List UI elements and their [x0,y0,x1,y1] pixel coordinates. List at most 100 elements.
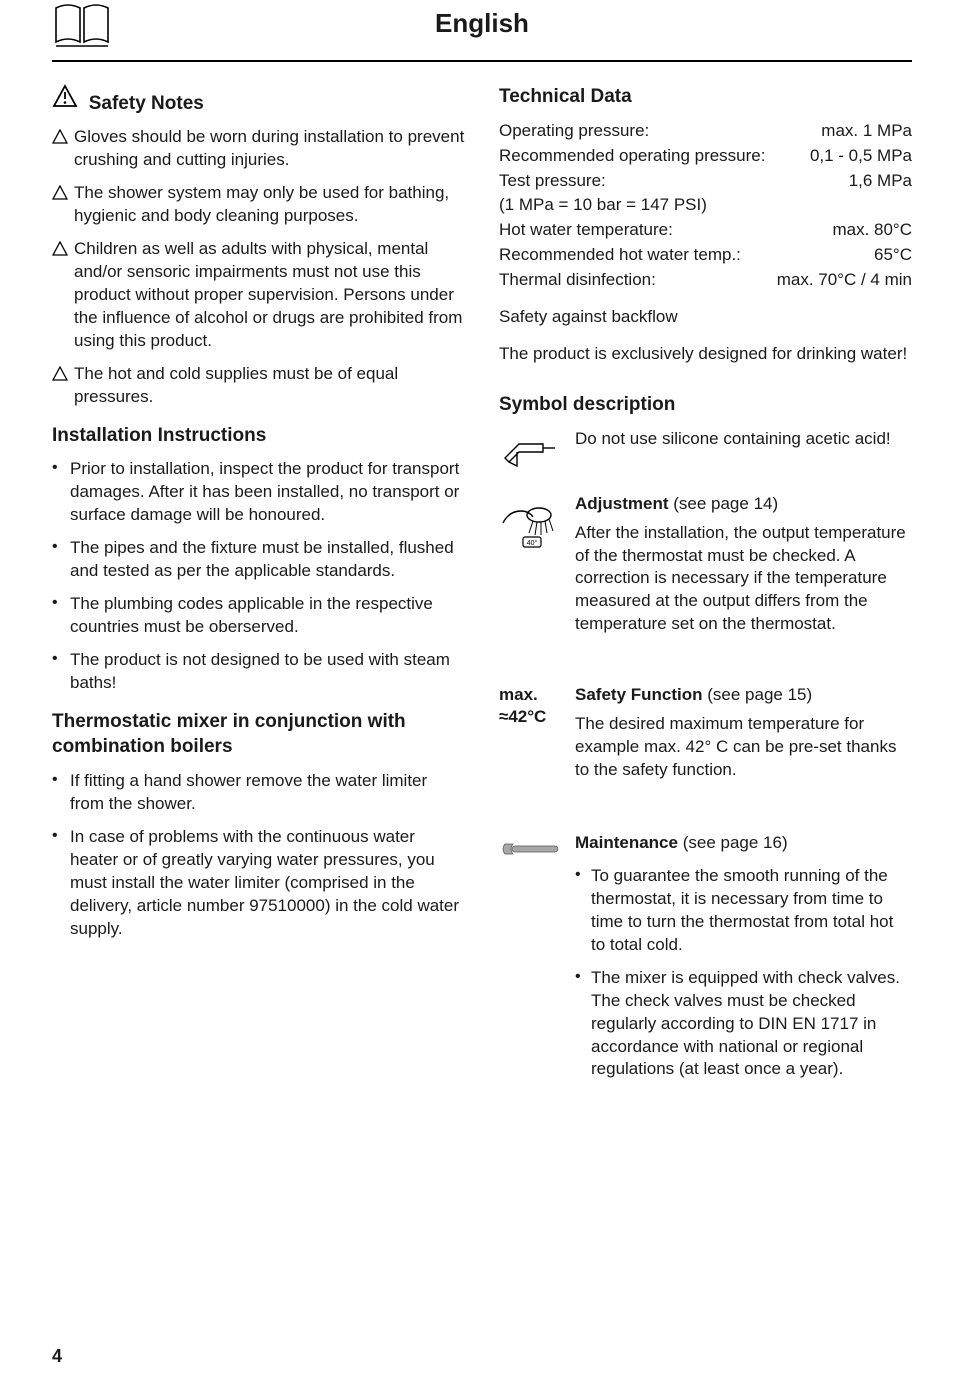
safety-note-item: The hot and cold supplies must be of equ… [52,363,465,409]
tech-row: Recommended hot water temp.: 65°C [499,244,912,267]
safety-function-block: max. ≈42°C Safety Function (see page 15)… [499,684,912,782]
tech-value: 1,6 MPa [839,170,912,193]
list-item-text: To guarantee the smooth running of the t… [591,865,912,957]
right-column: Technical Data Operating pressure: max. … [499,84,912,1091]
list-item: •The plumbing codes applicable in the re… [52,593,465,639]
warning-triangle-small-icon [52,184,74,228]
tech-conversion-note: (1 MPa = 10 bar = 147 PSI) [499,194,912,217]
tech-label: Operating pressure: [499,120,649,143]
shower-hand-icon: 40° [499,493,575,637]
installation-instructions-heading: Installation Instructions [52,423,465,449]
safety-note-item: The shower system may only be used for b… [52,182,465,228]
drinking-water-note: The product is exclusively designed for … [499,343,912,366]
book-icon [52,2,112,55]
list-item-text: The pipes and the fixture must be instal… [70,537,465,583]
maintenance-body: Maintenance (see page 16) •To guarantee … [575,832,912,1091]
maintenance-page-ref: (see page 16) [683,833,788,852]
maintenance-list: •To guarantee the smooth running of the … [575,865,912,1081]
tech-row: Thermal disinfection: max. 70°C / 4 min [499,269,912,292]
adjustment-title: Adjustment [575,494,669,513]
technical-data-heading: Technical Data [499,84,912,110]
tech-value: max. 1 MPa [811,120,912,143]
list-item: •The mixer is equipped with check valves… [575,967,912,1082]
list-item-text: The plumbing codes applicable in the res… [70,593,465,639]
symbol-silicone-body: Do not use silicone containing acetic ac… [575,428,912,481]
safety-notes-heading-row: Safety Notes [52,84,465,116]
tech-label: Recommended hot water temp.: [499,244,741,267]
maintenance-title: Maintenance [575,833,678,852]
safety-note-text: The hot and cold supplies must be of equ… [74,363,465,409]
max-temp-label: max. ≈42°C [499,684,575,782]
adjustment-body: Adjustment (see page 14) After the insta… [575,493,912,637]
safety-note-text: Children as well as adults with physical… [74,238,465,353]
list-item-text: The product is not designed to be used w… [70,649,465,695]
maintenance-block: Maintenance (see page 16) •To guarantee … [499,832,912,1091]
left-column: Safety Notes Gloves should be worn durin… [52,84,465,1091]
installation-list: •Prior to installation, inspect the prod… [52,458,465,694]
safety-function-text: The desired maximum temperature for exam… [575,713,912,782]
safety-note-item: Children as well as adults with physical… [52,238,465,353]
max-label-line2: ≈42°C [499,706,575,728]
tech-row: Recommended operating pressure: 0,1 - 0,… [499,145,912,168]
tech-value: 65°C [864,244,912,267]
warning-triangle-small-icon [52,240,74,353]
list-item: •The pipes and the fixture must be insta… [52,537,465,583]
technical-data-table: Operating pressure: max. 1 MPa Recommend… [499,120,912,293]
backflow-note: Safety against backflow [499,306,912,329]
page-header: English [52,0,912,62]
list-item: •To guarantee the smooth running of the … [575,865,912,957]
safety-function-body: Safety Function (see page 15) The desire… [575,684,912,782]
list-item-text: The mixer is equipped with check valves.… [591,967,912,1082]
symbol-description-heading: Symbol description [499,392,912,418]
bullet-icon: • [52,593,70,639]
safety-note-text: Gloves should be worn during installatio… [74,126,465,172]
list-item-text: Prior to installation, inspect the produ… [70,458,465,527]
safety-function-title: Safety Function [575,685,703,704]
warning-triangle-small-icon [52,365,74,409]
bullet-icon: • [52,649,70,695]
tech-label: Hot water temperature: [499,219,673,242]
content-columns: Safety Notes Gloves should be worn durin… [52,84,912,1091]
adjustment-block: 40° Adjustment (see page 14) After the i… [499,493,912,637]
safety-notes-heading: Safety Notes [89,93,204,114]
page-title: English [435,6,529,41]
wrench-icon [499,832,575,1091]
tech-row: Test pressure: 1,6 MPa [499,170,912,193]
thermostatic-list: •If fitting a hand shower remove the wat… [52,770,465,941]
list-item-text: In case of problems with the continuous … [70,826,465,941]
safety-note-item: Gloves should be worn during installatio… [52,126,465,172]
tech-value: max. 80°C [822,219,912,242]
symbol-silicone-text: Do not use silicone containing acetic ac… [575,428,912,451]
tech-label: Recommended operating pressure: [499,145,765,168]
list-item-text: If fitting a hand shower remove the wate… [70,770,465,816]
tech-value: max. 70°C / 4 min [767,269,912,292]
list-item: •In case of problems with the continuous… [52,826,465,941]
tech-label: Test pressure: [499,170,606,193]
tech-value: 0,1 - 0,5 MPa [800,145,912,168]
maintenance-heading-row: Maintenance (see page 16) [575,832,912,855]
adjustment-page-ref: (see page 14) [673,494,778,513]
tech-row: Hot water temperature: max. 80°C [499,219,912,242]
safety-function-page-ref: (see page 15) [707,685,812,704]
svg-text:40°: 40° [527,539,538,547]
tech-label: Thermal disinfection: [499,269,656,292]
list-item: •Prior to installation, inspect the prod… [52,458,465,527]
bullet-icon: • [575,865,591,957]
safety-notes-list: Gloves should be worn during installatio… [52,126,465,408]
list-item: •If fitting a hand shower remove the wat… [52,770,465,816]
page-number: 4 [52,1344,62,1368]
bullet-icon: • [52,826,70,941]
adjustment-text: After the installation, the output tempe… [575,522,912,637]
bullet-icon: • [52,537,70,583]
list-item: •The product is not designed to be used … [52,649,465,695]
safety-function-heading-row: Safety Function (see page 15) [575,684,912,707]
max-label-line1: max. [499,684,575,706]
warning-triangle-icon [52,93,83,112]
bullet-icon: • [575,967,591,1082]
adjustment-heading-row: Adjustment (see page 14) [575,493,912,516]
symbol-silicone-block: Do not use silicone containing acetic ac… [499,428,912,481]
thermostatic-mixer-heading: Thermostatic mixer in conjunction with c… [52,709,465,760]
safety-note-text: The shower system may only be used for b… [74,182,465,228]
bullet-icon: • [52,458,70,527]
caulk-gun-icon [499,428,575,481]
